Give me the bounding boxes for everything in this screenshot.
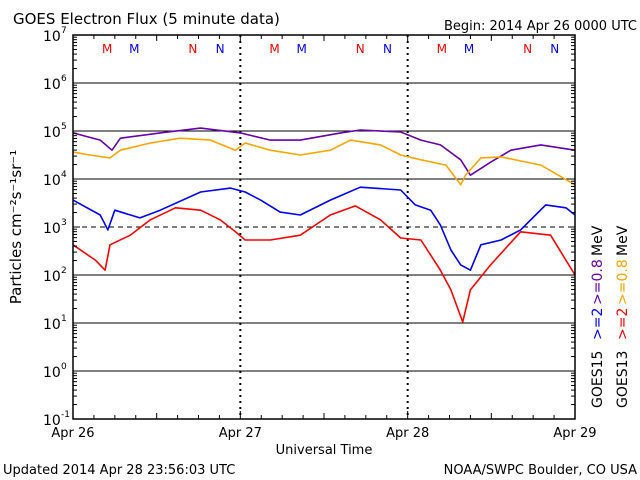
local-time-marker: N xyxy=(523,42,532,56)
legend-unit-1: MeV xyxy=(590,225,606,256)
y-tick-label: 10 xyxy=(43,221,61,237)
legend-goes13: GOES13 xyxy=(615,351,631,408)
local-time-marker: N xyxy=(216,42,225,56)
updated-label: Updated 2014 Apr 28 23:56:03 UTC xyxy=(3,463,235,478)
series-line-goes13-0-8-mev xyxy=(72,137,576,186)
local-time-marker: M xyxy=(464,42,474,56)
grid xyxy=(73,35,575,419)
legend-goes15-ge2: >=2 xyxy=(590,308,606,340)
local-time-marker: M xyxy=(269,42,279,56)
legend: GOES15 >=2 >=0.8 MeV GOES13 >=2 >=0.8 Me… xyxy=(590,225,631,408)
local-time-marker: N xyxy=(356,42,365,56)
local-time-marker: M xyxy=(129,42,139,56)
y-tick-exponent: 5 xyxy=(61,122,67,132)
legend-unit-2: MeV xyxy=(615,225,631,256)
y-tick-exponent: 4 xyxy=(61,170,67,180)
series-line-goes15-2-mev xyxy=(72,186,576,272)
y-tick-exponent: 1 xyxy=(61,314,67,324)
local-time-marker: N xyxy=(383,42,392,56)
y-tick-label: 10 xyxy=(43,173,61,189)
series-line-goes13-2-mev xyxy=(72,205,576,323)
local-time-marker: M xyxy=(437,42,447,56)
series-lines xyxy=(72,127,576,323)
y-tick-exponent: 6 xyxy=(61,74,67,84)
legend-goes13-ge2: >=2 xyxy=(615,308,631,340)
legend-goes13-ge08: >=0.8 xyxy=(615,259,631,305)
y-tick-label: 10 xyxy=(43,77,61,93)
y-tick-exponent: 0 xyxy=(61,362,67,372)
y-tick-exponent: 3 xyxy=(61,218,67,228)
y-tick-label: 10 xyxy=(43,29,61,45)
x-tick-label: Apr 29 xyxy=(553,426,596,441)
y-tick-exponent: 7 xyxy=(61,26,67,36)
x-tick-label: Apr 28 xyxy=(386,426,429,441)
x-tick-label: Apr 26 xyxy=(51,426,94,441)
y-tick-label: 10 xyxy=(43,317,61,333)
credit-label: NOAA/SWPC Boulder, CO USA xyxy=(444,463,637,478)
y-tick-label: 10 xyxy=(43,269,61,285)
x-axis-label: Universal Time xyxy=(276,443,373,458)
series-line-goes15-0-8-mev xyxy=(72,127,576,176)
x-tick-label: Apr 27 xyxy=(219,426,262,441)
y-tick-label: 10 xyxy=(43,413,61,429)
y-tick-exponent: 2 xyxy=(61,266,67,276)
local-time-marker: N xyxy=(550,42,559,56)
begin-label: Begin: 2014 Apr 26 0000 UTC xyxy=(444,19,637,34)
chart-title: GOES Electron Flux (5 minute data) xyxy=(13,10,280,28)
local-time-marker: M xyxy=(102,42,112,56)
local-time-marker: M xyxy=(297,42,307,56)
y-tick-label: 10 xyxy=(43,365,61,381)
y-axis-label: Particles cm⁻²s⁻¹sr⁻¹ xyxy=(7,150,25,304)
y-tick-label: 10 xyxy=(43,125,61,141)
local-time-marker: N xyxy=(188,42,197,56)
y-tick-exponent: -1 xyxy=(61,410,70,420)
legend-goes15: GOES15 xyxy=(590,351,606,408)
legend-goes15-ge08: >=0.8 xyxy=(590,259,606,305)
